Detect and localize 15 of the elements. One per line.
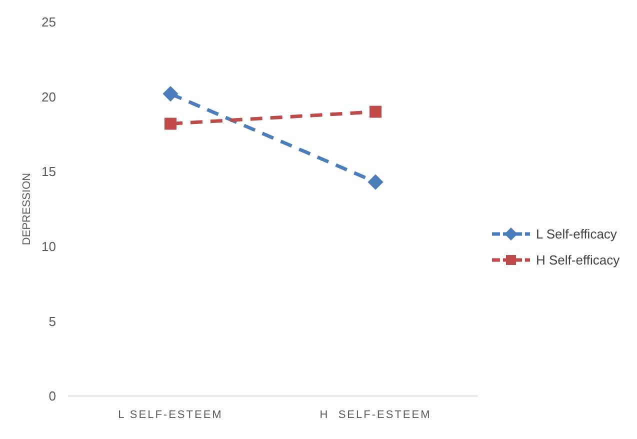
y-tick-label: 0 — [48, 388, 56, 404]
y-tick-label: 15 — [42, 164, 56, 180]
y-tick-label: 25 — [42, 14, 56, 30]
x-tick-label: H SELF-ESTEEM — [320, 409, 432, 421]
point — [370, 106, 382, 118]
y-axis-title: DEPRESSION — [21, 172, 33, 246]
point — [164, 118, 176, 130]
y-tick-label: 10 — [42, 238, 56, 254]
point — [368, 174, 384, 190]
legend-label: L Self-efficacy — [536, 226, 618, 242]
x-tick-label: L SELF-ESTEEM — [118, 409, 223, 421]
y-tick-label: 5 — [48, 314, 56, 329]
point — [162, 86, 178, 102]
legend-label: H Self-efficacy — [536, 252, 620, 268]
y-tick-label: 20 — [42, 89, 56, 104]
